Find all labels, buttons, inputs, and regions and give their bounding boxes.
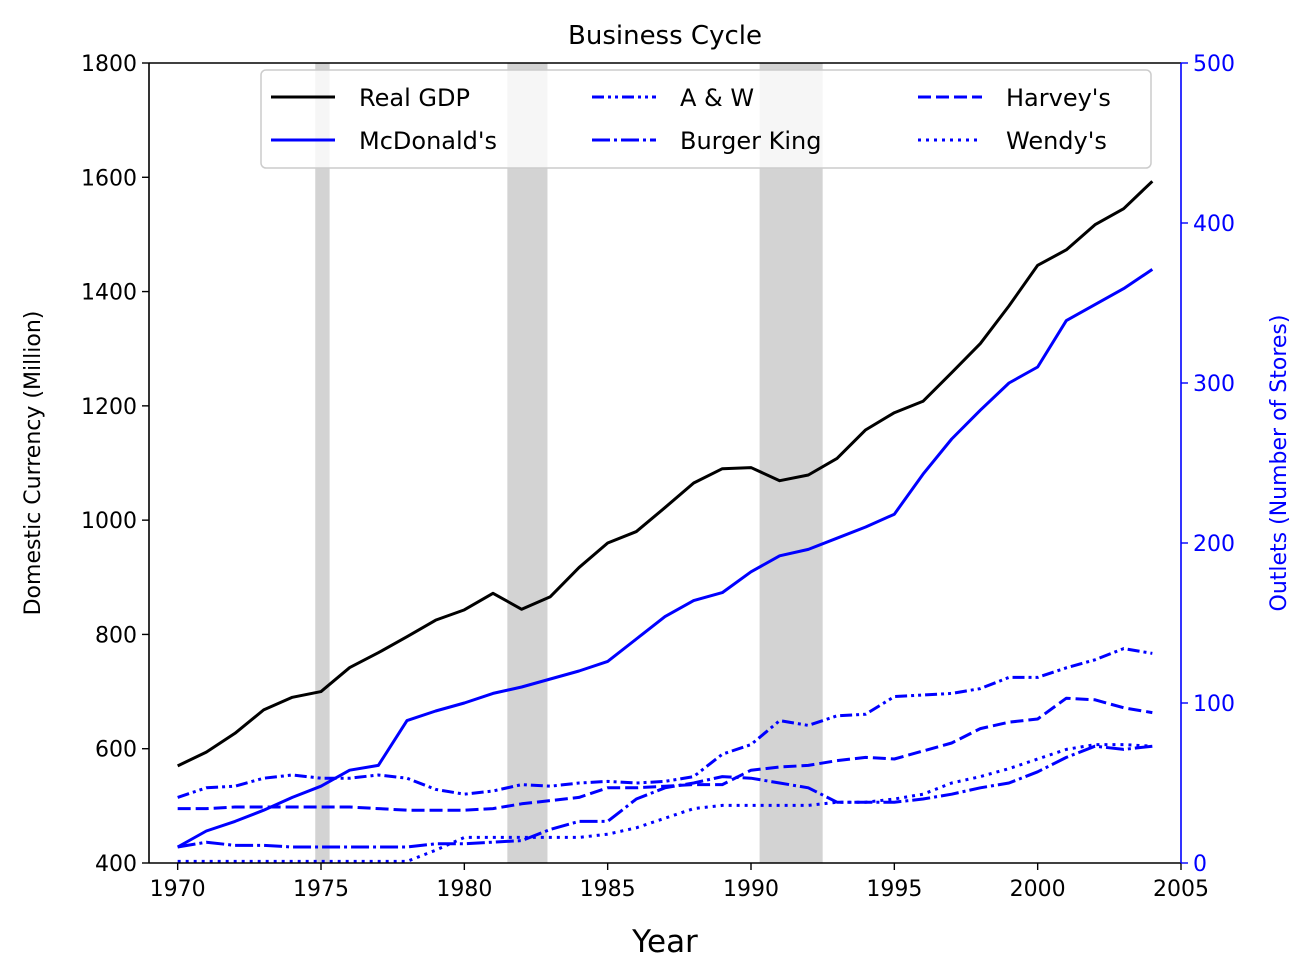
x-tick-label: 2000 bbox=[1010, 877, 1066, 902]
series-line-mcdonald-s bbox=[176, 268, 1154, 849]
legend-label-wendy-s: Wendy's bbox=[1006, 127, 1107, 155]
y-left-tick-label: 1200 bbox=[81, 395, 137, 420]
x-tick-label: 2005 bbox=[1153, 877, 1209, 902]
legend-label-mcdonald-s: McDonald's bbox=[359, 127, 497, 155]
chart-title: Business Cycle bbox=[568, 21, 762, 51]
x-tick-label: 1970 bbox=[150, 877, 206, 902]
recession-band-3 bbox=[759, 63, 823, 863]
x-tick-label: 1995 bbox=[866, 877, 922, 902]
y-left-tick-label: 800 bbox=[95, 623, 137, 648]
legend-box bbox=[260, 69, 1152, 169]
y-left-tick-label: 400 bbox=[95, 852, 137, 877]
series-line-burger-king bbox=[177, 744, 1153, 849]
y-left-tick-label: 1400 bbox=[81, 281, 137, 306]
y-right-tick-label: 500 bbox=[1193, 52, 1235, 77]
legend-label-burger-king: Burger King bbox=[680, 127, 821, 155]
x-tick-label: 1990 bbox=[723, 877, 779, 902]
recession-band-2 bbox=[507, 63, 548, 863]
series-layer bbox=[176, 180, 1154, 863]
y-right-tick-label: 400 bbox=[1193, 212, 1235, 237]
axes-layer: 1970 1975 1980 1985 1990 1995 2000 200540060080… bbox=[81, 52, 1235, 902]
y-left-tick-label: 1600 bbox=[81, 166, 137, 191]
recession-band-1 bbox=[315, 63, 330, 863]
series-line-wendy-s bbox=[177, 743, 1153, 863]
y-axis-label-right: Outlets (Number of Stores) bbox=[1267, 315, 1292, 612]
series-line-harvey-s bbox=[177, 696, 1153, 812]
y-right-tick-label: 200 bbox=[1193, 532, 1235, 557]
y-left-tick-label: 600 bbox=[95, 738, 137, 763]
x-axis-label: Year bbox=[631, 924, 698, 960]
y-left-tick-label: 1800 bbox=[81, 52, 137, 77]
series-line-a-w bbox=[177, 647, 1153, 799]
series-line-real-gdp bbox=[177, 180, 1154, 768]
y-left-tick-label: 1000 bbox=[81, 509, 137, 534]
legend-label-real-gdp: Real GDP bbox=[359, 84, 470, 112]
recession-shading-layer bbox=[315, 63, 823, 863]
legend-label-a-w: A & W bbox=[680, 84, 754, 112]
y-right-tick-label: 300 bbox=[1193, 372, 1235, 397]
y-axis-label-left: Domestic Currency (Million) bbox=[21, 311, 46, 616]
x-tick-label: 1980 bbox=[436, 877, 492, 902]
y-right-tick-label: 100 bbox=[1193, 692, 1235, 717]
legend-label-harvey-s: Harvey's bbox=[1006, 84, 1111, 112]
x-tick-label: 1985 bbox=[580, 877, 636, 902]
y-right-tick-label: 0 bbox=[1193, 852, 1207, 877]
x-tick-label: 1975 bbox=[293, 877, 349, 902]
legend: Real GDP McDonald's A & W Burger King Harvey… bbox=[260, 69, 1152, 169]
